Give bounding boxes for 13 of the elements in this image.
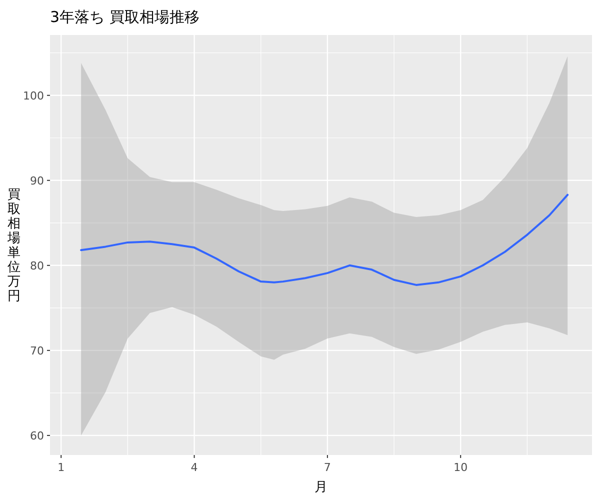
chart-title: 3年落ち 買取相場推移 (50, 8, 200, 26)
x-tick-label: 10 (454, 461, 468, 474)
x-axis-title: 月 (314, 480, 328, 495)
y-tick-label: 60 (30, 429, 44, 442)
x-tick-label: 4 (190, 461, 198, 474)
x-tick-label: 1 (58, 461, 65, 474)
y-tick-label: 90 (30, 174, 44, 188)
y-axis-title: 買取相場単位万円 (6, 187, 20, 304)
line-series (80, 194, 569, 286)
y-tick-label: 70 (30, 344, 44, 358)
y-tick-label: 100 (23, 89, 44, 102)
x-tick-label: 7 (324, 461, 331, 474)
y-tick-label: 80 (30, 259, 44, 272)
